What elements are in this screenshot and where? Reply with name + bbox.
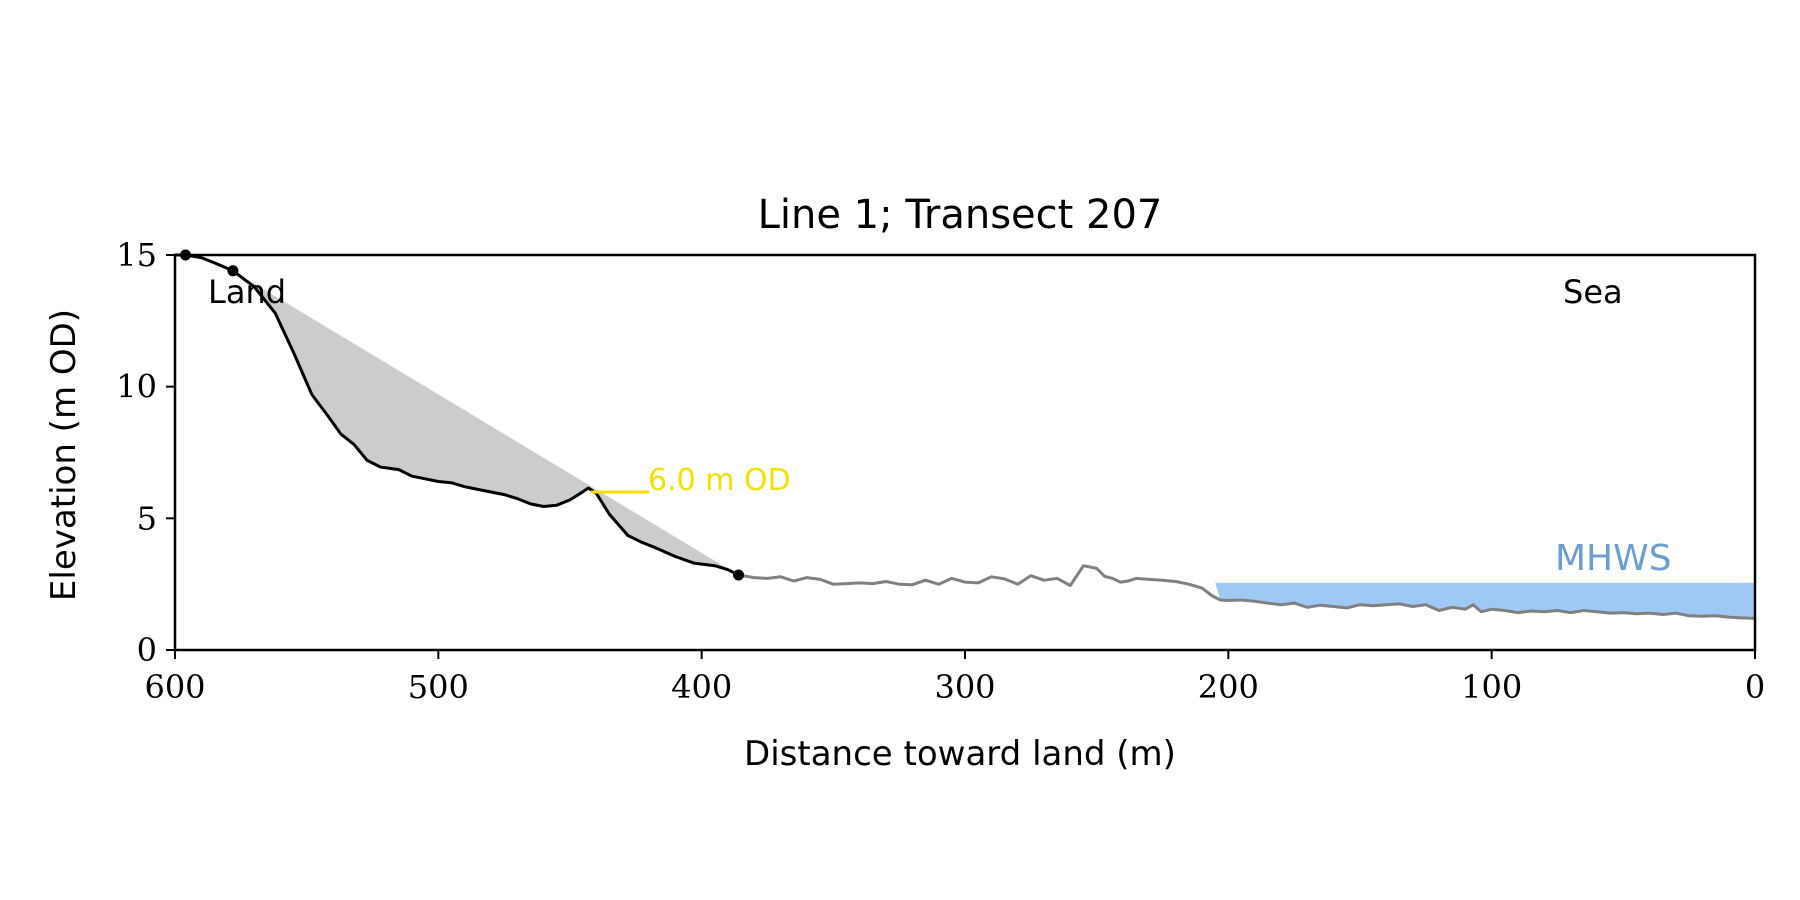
- fill-layer: [232, 270, 739, 575]
- x-tick-label: 100: [1461, 668, 1522, 706]
- y-tick-label: 10: [116, 368, 157, 406]
- profile-endpoint: [227, 265, 239, 277]
- x-tick-label: 0: [1745, 668, 1765, 706]
- profile-endpoint: [733, 569, 745, 581]
- retreat-area-fill: [232, 270, 739, 575]
- x-axis-label: Distance toward land (m): [744, 734, 1176, 774]
- seaward-profile-line: [738, 564, 1756, 620]
- mhws-layer: [1215, 582, 1755, 619]
- y-tick-label: 15: [116, 236, 157, 274]
- axes-layer: 600 500 400 300 200 100 0 0 5 10 15: [116, 236, 1765, 706]
- mhws-band: [1215, 582, 1755, 619]
- x-tick-label: 400: [671, 668, 732, 706]
- mhws-label: MHWS: [1555, 538, 1672, 579]
- y-tick-label: 0: [137, 631, 157, 669]
- x-tick-label: 600: [144, 668, 205, 706]
- land-label: Land: [208, 273, 286, 311]
- cliff-profile-line: [175, 253, 740, 577]
- profile-layer: [175, 253, 1756, 620]
- y-axis-label: Elevation (m OD): [44, 309, 84, 601]
- threshold-label: 6.0 m OD: [648, 463, 791, 498]
- x-tick-label: 300: [934, 668, 995, 706]
- y-tick-label: 5: [137, 499, 157, 537]
- chart-title: Line 1; Transect 207: [758, 192, 1163, 238]
- x-tick-label: 500: [408, 668, 469, 706]
- x-tick-label: 200: [1198, 668, 1259, 706]
- sea-label: Sea: [1563, 273, 1623, 311]
